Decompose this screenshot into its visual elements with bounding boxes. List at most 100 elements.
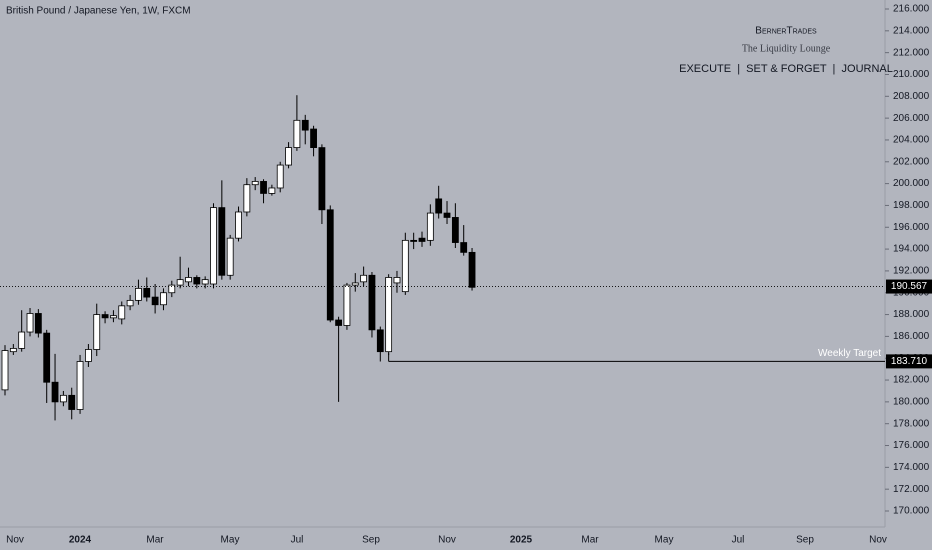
candle-body — [276, 164, 284, 189]
candle-body — [68, 394, 76, 410]
y-tick-label: 176.000 — [893, 440, 930, 451]
candle-body — [59, 394, 67, 403]
candle-body — [376, 329, 384, 353]
y-tick-label: 188.000 — [893, 309, 930, 320]
x-tick-label: Sep — [362, 535, 380, 546]
subtitle: The Liquidity Lounge — [742, 43, 831, 54]
x-tick-label: Sep — [796, 535, 814, 546]
candle-body — [176, 279, 184, 286]
candle-body — [410, 239, 418, 242]
y-tick-label: 180.000 — [893, 397, 930, 408]
candle-body — [226, 237, 234, 276]
candle-body — [293, 119, 301, 148]
candle-body — [34, 313, 42, 334]
y-tick-label: 194.000 — [893, 244, 930, 255]
candle-body — [443, 212, 451, 218]
candle-body — [351, 282, 359, 286]
brand: BernerTrades — [755, 26, 817, 37]
y-tick-label: 192.000 — [893, 266, 930, 277]
y-tick-label: 214.000 — [893, 25, 930, 36]
candle-body — [393, 277, 401, 284]
candle-body — [168, 284, 176, 294]
candle-body — [310, 128, 317, 148]
y-tick-label: 186.000 — [893, 331, 930, 342]
y-tick-label: 196.000 — [893, 222, 930, 233]
candle-body — [385, 277, 393, 353]
candle-body — [118, 305, 126, 320]
y-tick-label: 178.000 — [893, 418, 930, 429]
x-tick-label: Jul — [291, 535, 304, 546]
target-label: Weekly Target — [818, 348, 881, 359]
candle-body — [318, 147, 326, 211]
candle-body — [43, 332, 51, 383]
target-price-label: 183.710 — [891, 356, 928, 367]
candle-body — [343, 284, 351, 326]
candle-body — [326, 209, 334, 321]
candle-body — [201, 279, 209, 285]
y-tick-label: 208.000 — [893, 91, 930, 102]
x-tick-label: May — [655, 535, 674, 546]
candle-body — [160, 292, 167, 306]
x-tick-label: May — [221, 535, 240, 546]
candle-body — [335, 319, 343, 326]
x-tick-label: 2025 — [510, 535, 533, 546]
candle-body — [26, 313, 34, 333]
last-price-label: 190.567 — [891, 281, 928, 292]
candle-body — [460, 242, 468, 253]
candle-body — [360, 274, 368, 283]
candle-body — [468, 251, 476, 288]
candle-body — [126, 299, 134, 307]
candle-body — [135, 287, 142, 301]
x-tick-label: Nov — [6, 535, 24, 546]
candle-body — [76, 361, 84, 410]
candle-body — [185, 277, 192, 283]
x-tick-label: Nov — [869, 535, 887, 546]
candle-body — [85, 349, 92, 362]
candle-body — [210, 207, 217, 285]
y-tick-label: 170.000 — [893, 506, 930, 517]
candle-body — [110, 315, 117, 319]
x-tick-label: Mar — [146, 535, 164, 546]
y-tick-label: 198.000 — [893, 200, 930, 211]
candle-body — [451, 217, 459, 243]
candle-body — [418, 237, 426, 242]
candle-body — [18, 331, 26, 349]
x-tick-label: Mar — [581, 535, 599, 546]
y-tick-label: 216.000 — [893, 4, 930, 15]
candle-body — [151, 296, 159, 306]
candle-body — [51, 381, 59, 403]
y-tick-label: 200.000 — [893, 178, 930, 189]
y-tick-label: 204.000 — [893, 135, 930, 146]
last-price-tag — [886, 279, 932, 294]
candle-body — [1, 350, 9, 391]
y-tick-label: 212.000 — [893, 47, 930, 58]
candle-body — [101, 314, 109, 319]
candle-body — [435, 198, 443, 214]
candle-body — [260, 181, 267, 194]
chart-title: British Pound / Japanese Yen, 1W, FXCM — [6, 6, 191, 17]
candle-body — [426, 212, 434, 241]
y-tick-label: 206.000 — [893, 113, 930, 124]
candle-body — [368, 274, 376, 331]
target-tag — [886, 354, 932, 369]
candle-body — [268, 187, 276, 194]
candle-body — [193, 277, 201, 285]
x-tick-label: 2024 — [69, 535, 92, 546]
x-tick-label: Nov — [438, 535, 456, 546]
x-tick-label: Jul — [732, 535, 745, 546]
candle-body — [143, 287, 151, 298]
candle-body — [218, 207, 226, 276]
candle-body — [93, 314, 101, 350]
tagline: EXECUTE | SET & FORGET | JOURNAL — [679, 63, 893, 75]
candle-body — [301, 119, 309, 131]
candle-body — [235, 211, 242, 239]
candle-body — [9, 347, 17, 353]
candle-body — [251, 181, 259, 186]
y-tick-label: 182.000 — [893, 375, 930, 386]
candle-body — [285, 147, 292, 166]
y-tick-label: 174.000 — [893, 462, 930, 473]
y-tick-label: 210.000 — [893, 69, 930, 80]
candle-body — [401, 239, 409, 293]
